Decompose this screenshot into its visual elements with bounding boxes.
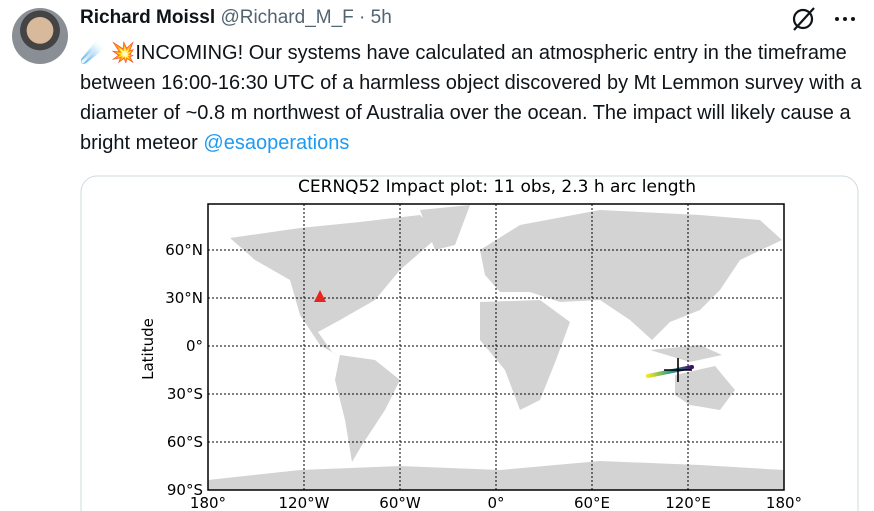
x-tick-label: 60°W [379,494,421,511]
avatar[interactable] [12,8,68,64]
x-tick-label: 180° [766,494,802,511]
y-tick-label: 60°S [167,433,203,451]
x-tick-label: 60°E [574,494,610,511]
mention-link[interactable]: @esaoperations [203,132,350,154]
x-tick-label: 120°E [665,494,711,511]
impact-track [646,365,694,378]
y-tick-label: 30°N [165,289,203,307]
grok-icon[interactable] [792,7,815,31]
timestamp[interactable]: · 5h [359,7,392,28]
y-tick-label: 90°S [167,481,203,499]
x-tick-label: 0° [487,494,504,511]
y-tick-label: 0° [186,337,203,355]
more-icon[interactable] [835,17,855,21]
observatory-marker [314,290,326,302]
plot-frame [207,203,785,491]
plot-title: CERNQ52 Impact plot: 11 obs, 2.3 h arc l… [298,177,696,197]
author-handle[interactable]: @Richard_M_F [220,7,354,28]
tweet-text: ☄️ 💥INCOMING! Our systems have calculate… [80,38,865,158]
impact-cross [664,358,692,382]
tweet-header: Richard Moissl @Richard_M_F · 5h [80,7,392,29]
x-tick-label: 180° [190,494,226,511]
x-tick-label: 120°W [279,494,330,511]
tweet-body: ☄️ 💥INCOMING! Our systems have calculate… [80,42,862,154]
continents [208,205,784,490]
y-tick-label: 60°N [165,241,203,259]
author-name[interactable]: Richard Moissl [80,7,216,28]
grid [208,204,784,490]
y-tick-label: 30°S [167,385,203,403]
y-axis-label: Latitude [139,318,157,380]
